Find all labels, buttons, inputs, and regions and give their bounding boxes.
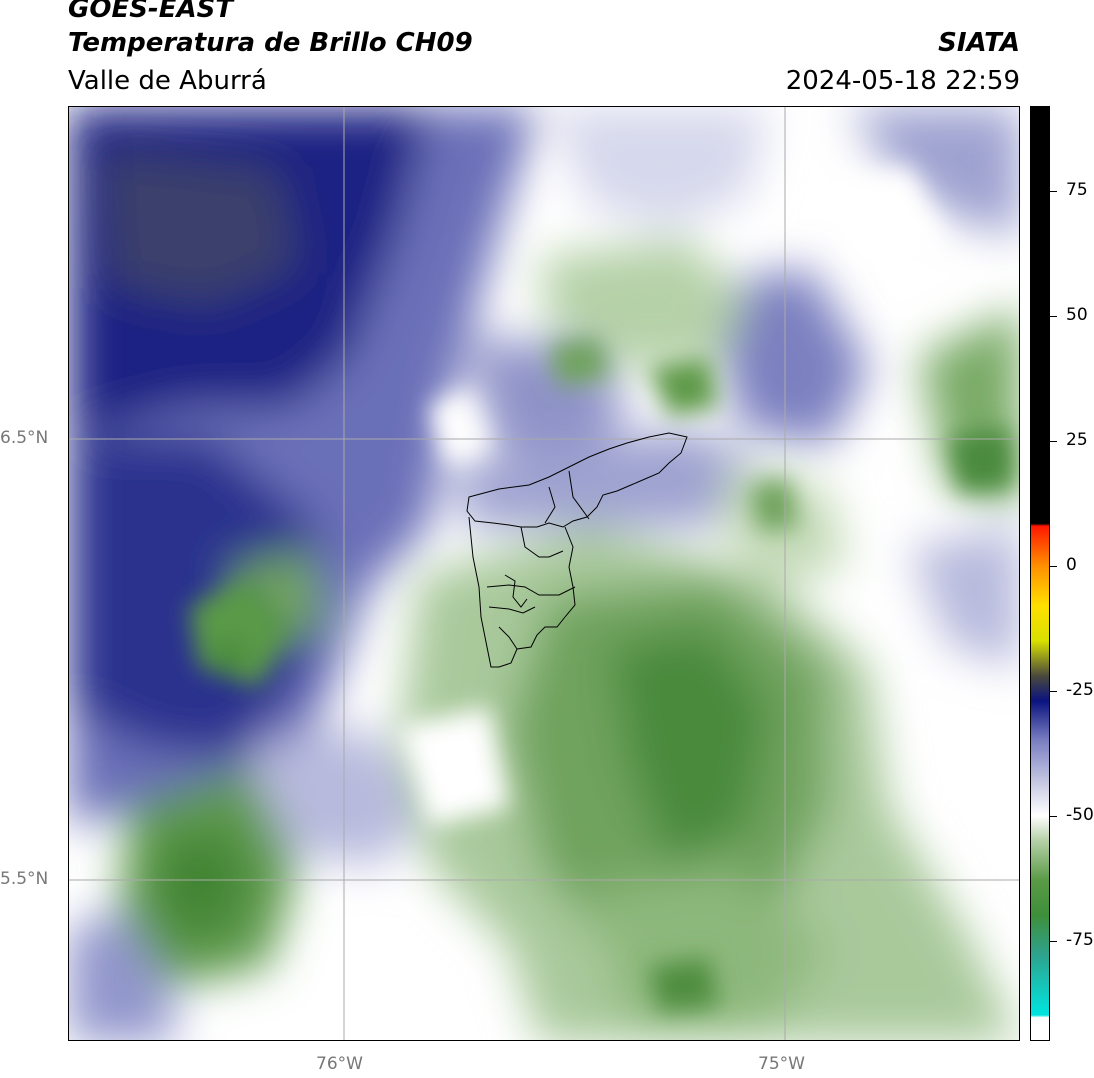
colorbar-tick-mark [1050,316,1057,317]
satellite-map [69,107,1019,1040]
colorbar-tick-label: 50 [1066,305,1088,325]
colorbar [1030,106,1050,1041]
colorbar-tick-label: 25 [1066,430,1088,450]
timestamp-label: 2024-05-18 22:59 [785,66,1020,96]
colorbar-tick-mark [1050,441,1057,442]
cloud-detail [189,167,1014,1012]
colorbar-tick-mark [1050,941,1057,942]
lon-tick-label: 76°W [316,1054,363,1074]
colorbar-tick-label: -50 [1066,805,1094,825]
lat-tick-label: 5.5°N [0,869,49,889]
lat-tick-label: 6.5°N [0,428,49,448]
colorbar-tick-mark [1050,566,1057,567]
colorbar-tick-mark [1050,816,1057,817]
product-title: Temperatura de Brillo CH09 [68,28,473,58]
colorbar-tick-label: 75 [1066,180,1088,200]
municipal-boundaries [466,432,688,668]
organization-label: SIATA [938,28,1020,58]
colorbar-tick-mark [1050,191,1057,192]
region-subtitle: Valle de Aburrá [68,66,267,96]
map-panel[interactable] [68,106,1020,1041]
colorbar-tick-label: 0 [1066,555,1077,575]
lon-tick-label: 75°W [758,1054,805,1074]
colorbar-tick-mark [1050,691,1057,692]
cloud-field [69,107,1019,1040]
graticule [69,107,1019,1040]
colorbar-tick-label: -25 [1066,680,1094,700]
satellite-title: GOES-EAST [68,0,234,24]
colorbar-tick-label: -75 [1066,930,1094,950]
